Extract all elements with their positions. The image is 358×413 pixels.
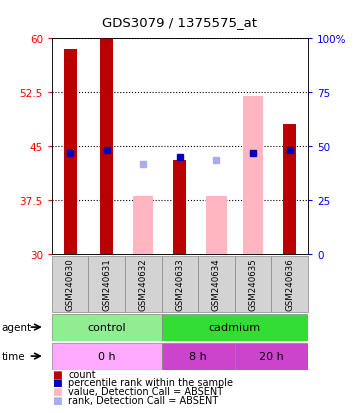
Text: GDS3079 / 1375575_at: GDS3079 / 1375575_at <box>102 16 256 29</box>
Bar <box>52 256 88 312</box>
Text: agent: agent <box>2 322 32 332</box>
Text: ■: ■ <box>52 377 62 387</box>
Bar <box>198 256 235 312</box>
Bar <box>125 256 161 312</box>
Bar <box>207 197 227 254</box>
Text: 20 h: 20 h <box>259 351 284 361</box>
Bar <box>271 256 308 312</box>
Text: count: count <box>68 369 96 379</box>
Bar <box>235 256 271 312</box>
Text: GSM240630: GSM240630 <box>66 258 75 310</box>
Text: time: time <box>2 351 25 361</box>
Bar <box>161 314 308 341</box>
Text: GSM240634: GSM240634 <box>212 258 221 310</box>
Text: ■: ■ <box>52 386 62 396</box>
Text: GSM240633: GSM240633 <box>175 258 184 310</box>
Text: GSM240636: GSM240636 <box>285 258 294 310</box>
Text: rank, Detection Call = ABSENT: rank, Detection Call = ABSENT <box>68 395 218 405</box>
Bar <box>174 161 186 254</box>
Bar <box>247 97 260 254</box>
Text: GSM240632: GSM240632 <box>139 258 148 310</box>
Text: 0 h: 0 h <box>98 351 116 361</box>
Bar <box>283 125 296 254</box>
Text: value, Detection Call = ABSENT: value, Detection Call = ABSENT <box>68 386 223 396</box>
Bar <box>133 197 153 254</box>
Bar <box>243 97 263 254</box>
Text: 8 h: 8 h <box>189 351 207 361</box>
Text: ■: ■ <box>52 369 62 379</box>
Text: GSM240631: GSM240631 <box>102 258 111 310</box>
Bar <box>52 343 161 370</box>
Bar <box>52 314 161 341</box>
Bar <box>161 256 198 312</box>
Text: cadmium: cadmium <box>209 322 261 332</box>
Text: ■: ■ <box>52 395 62 405</box>
Bar <box>235 343 308 370</box>
Text: GSM240635: GSM240635 <box>248 258 257 310</box>
Bar <box>64 50 77 254</box>
Text: control: control <box>87 322 126 332</box>
Bar <box>100 39 113 254</box>
Bar <box>161 343 235 370</box>
Bar <box>88 256 125 312</box>
Text: percentile rank within the sample: percentile rank within the sample <box>68 377 233 387</box>
